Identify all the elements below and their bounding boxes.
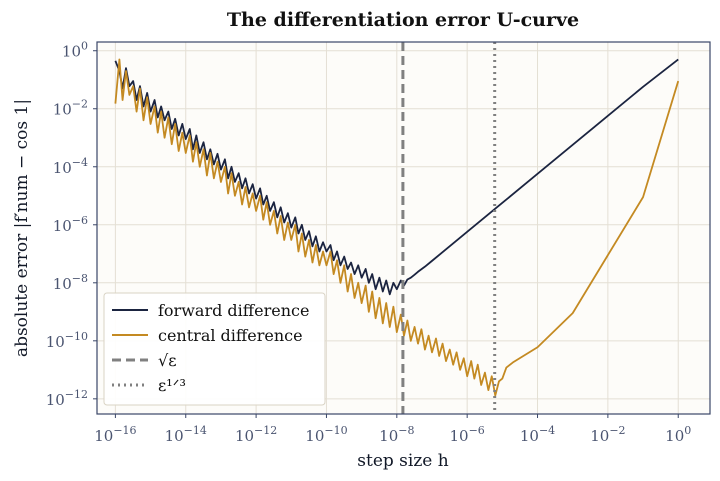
legend-item: forward difference	[112, 301, 309, 320]
series-line-central-difference	[114, 58, 680, 397]
legend-label: forward difference	[158, 301, 309, 320]
legend-box	[103, 292, 326, 406]
legend-label: ε¹ᐟ³	[158, 376, 186, 395]
y-tick-label: 10−2	[53, 98, 88, 119]
series-layer	[114, 58, 680, 397]
y-tick-label: 10−4	[53, 156, 88, 177]
chart-title: The differentiation error U-curve	[227, 9, 579, 31]
y-axis-label: absolute error |f′num − cos 1|	[12, 99, 32, 357]
grid	[97, 42, 710, 414]
legend: forward difference central difference √ε ε¹…	[103, 292, 326, 406]
x-tick-label: 10−8	[379, 424, 414, 445]
y-tick-label: 10−6	[53, 214, 88, 235]
y-tick-label: 100	[62, 40, 88, 61]
x-tick-label: 10−12	[235, 424, 277, 445]
x-tick-label: 100	[665, 424, 691, 445]
x-tick-label: 10−16	[94, 424, 136, 445]
y-tick-label: 10−12	[46, 388, 88, 409]
x-axis-ticks: 10−16 10−14 10−12 10−10 10−8 10−6 10−4 10−2 100	[94, 414, 691, 445]
x-tick-label: 10−2	[590, 424, 625, 445]
x-tick-label: 10−4	[520, 424, 555, 445]
legend-item: ε¹ᐟ³	[112, 376, 186, 395]
legend-items: forward difference central difference √ε ε¹…	[112, 301, 309, 395]
y-tick-label: 10−10	[46, 330, 88, 351]
x-axis-label: step size h	[357, 451, 448, 471]
reference-lines	[401, 42, 497, 414]
x-tick-label: 10−10	[305, 424, 347, 445]
y-axis-ticks: 100 10−2 10−4 10−6 10−8 10−10 10−12	[46, 40, 97, 409]
series-line-forward-difference	[114, 58, 679, 296]
y-tick-label: 10−8	[53, 272, 88, 293]
x-tick-label: 10−14	[165, 424, 207, 445]
plot-frame	[96, 41, 711, 415]
legend-item: central difference	[112, 326, 303, 345]
legend-label: central difference	[158, 326, 303, 345]
x-tick-label: 10−6	[450, 424, 485, 445]
legend-label: √ε	[158, 351, 176, 370]
legend-item: √ε	[112, 351, 176, 370]
